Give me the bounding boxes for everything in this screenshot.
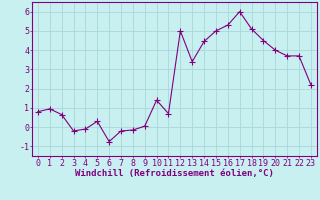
X-axis label: Windchill (Refroidissement éolien,°C): Windchill (Refroidissement éolien,°C) — [75, 169, 274, 178]
